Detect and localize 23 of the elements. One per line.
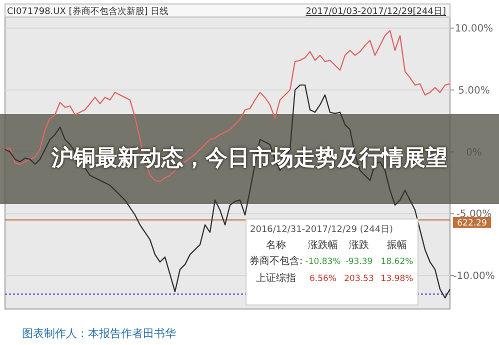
annotation: 203.53 bbox=[344, 274, 374, 284]
annotation: 2016/12/31-2017/12/29 (244日) bbox=[250, 225, 394, 235]
annotation: 2017/01/03-2017/12/29[244日] bbox=[306, 7, 446, 17]
annotation: 上证综指 bbox=[256, 272, 296, 284]
annotation: 18.62% bbox=[380, 257, 414, 267]
text: 图表制作人：本报告作者田书华 bbox=[22, 327, 176, 340]
annotation: 13.98% bbox=[380, 274, 414, 284]
annotation: CI071798.UX [券商不包含次新股] 日线 bbox=[7, 6, 169, 17]
annotation: 涨跌幅 bbox=[308, 239, 338, 251]
text: 622.29 bbox=[457, 218, 487, 228]
annotation: 6.56% bbox=[309, 274, 337, 284]
annotation: 券商不包含: bbox=[249, 255, 303, 267]
line-series bbox=[4, 30, 451, 182]
y-tick-label: -5.00% bbox=[456, 209, 492, 220]
annotation: 名称 bbox=[266, 239, 286, 251]
y-tick-label: 5.00% bbox=[458, 86, 490, 96]
y-tick-label: -10.00% bbox=[453, 271, 495, 282]
y-tick-label: 10.00% bbox=[454, 24, 494, 35]
annotation: 振幅 bbox=[387, 239, 407, 251]
annotation: -10.83% bbox=[305, 257, 341, 267]
line-series bbox=[4, 84, 451, 298]
annotation: -93.39 bbox=[345, 257, 373, 267]
annotation: 涨跌 bbox=[349, 239, 369, 251]
